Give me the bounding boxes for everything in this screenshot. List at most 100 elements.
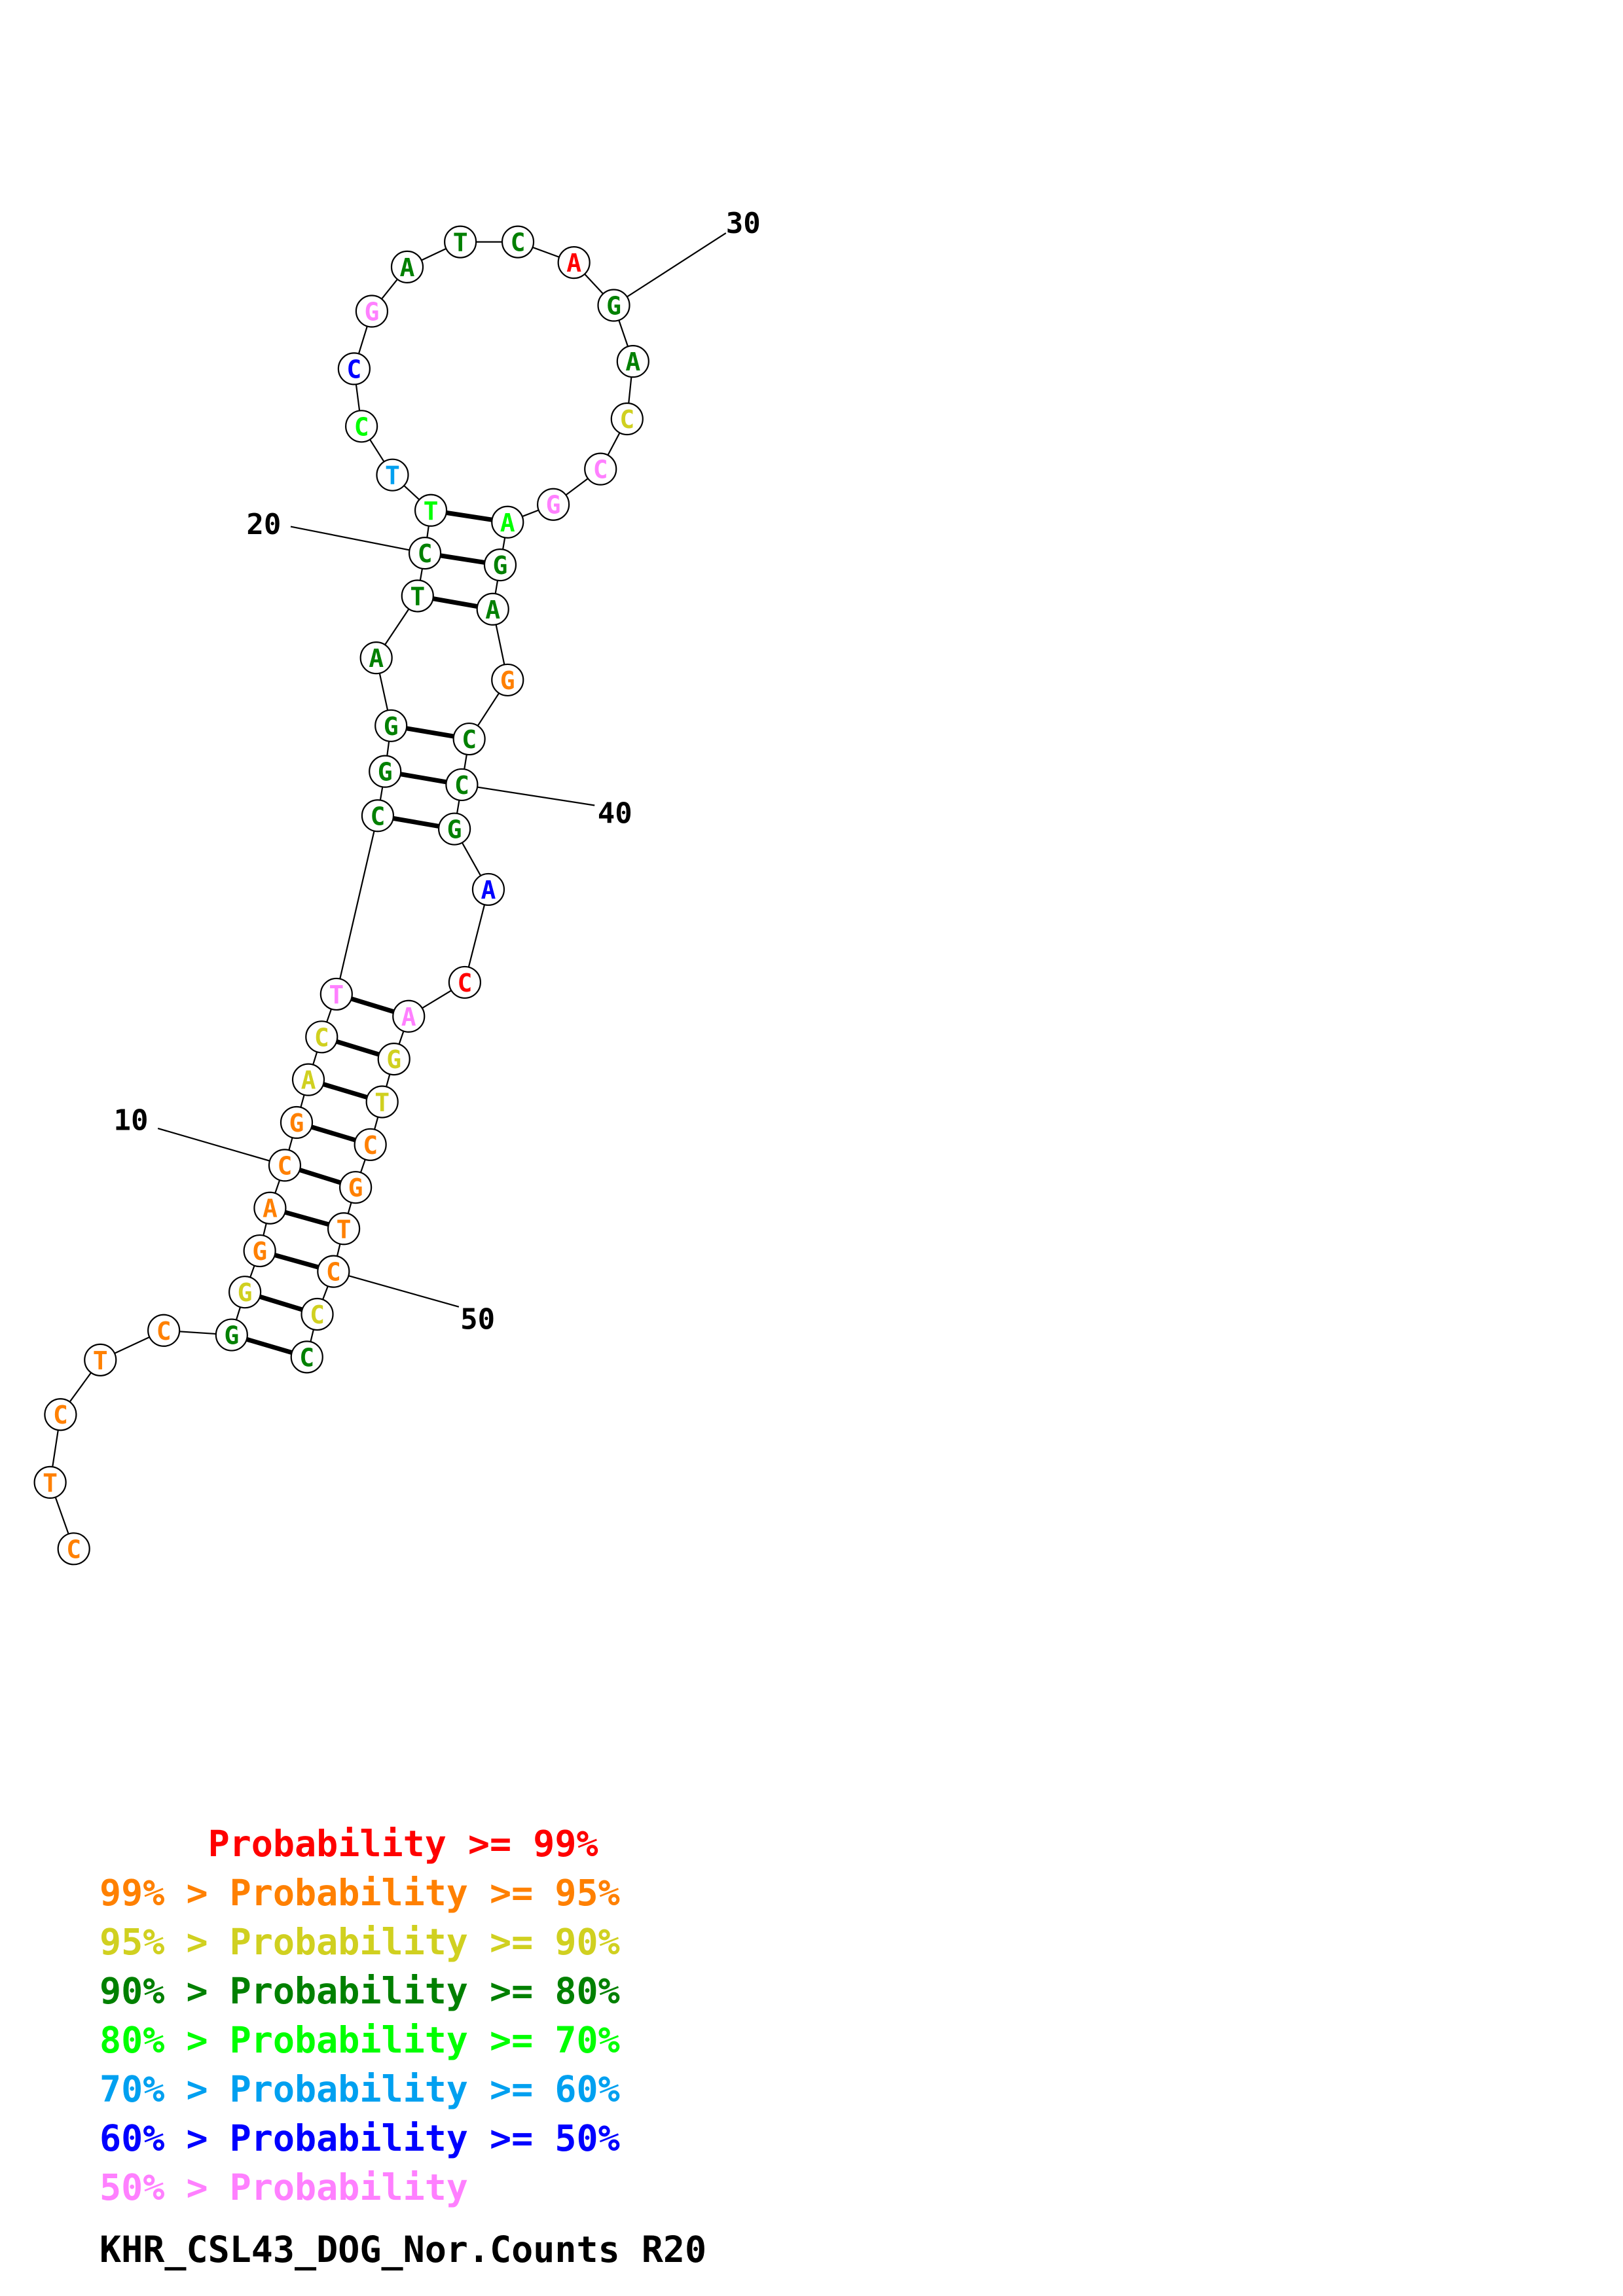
nucleotide-base-label: C	[278, 1151, 293, 1180]
nucleotide-circle	[414, 493, 448, 527]
nucleotide-27: T	[444, 225, 477, 259]
position-labels: 10 20 30 40 50	[114, 207, 761, 1336]
nucleotide-circle	[84, 1343, 117, 1376]
nucleotide-21: T	[414, 493, 448, 527]
nucleotide-33: C	[584, 452, 617, 486]
nucleotide-base-label: G	[384, 712, 399, 741]
nucleotide-circle	[280, 1105, 314, 1139]
nucleotide-circle	[483, 548, 517, 582]
position-label-leader	[157, 1127, 285, 1166]
nucleotide-15: C	[361, 799, 395, 833]
nucleotide-circle	[305, 1020, 338, 1054]
nucleotide-36: G	[483, 548, 517, 582]
nucleotide-circle	[369, 755, 402, 788]
nucleotide-circle	[291, 1063, 325, 1096]
position-label-leader	[333, 1270, 460, 1308]
nucleotide-38: G	[491, 663, 524, 697]
nucleotide-base-label: C	[354, 412, 369, 441]
nucleotide-circle	[374, 709, 408, 742]
nucleotide-circle	[401, 579, 434, 613]
nucleotide-base-label: A	[481, 876, 496, 905]
legend-line-below-50: 50% > Probability	[100, 2166, 468, 2208]
nucleotide-base-label: T	[337, 1215, 352, 1244]
position-label-20: 20	[246, 508, 281, 541]
nucleotide-base-label: G	[493, 551, 508, 580]
nucleotide-circle	[345, 410, 378, 443]
nucleotide-46: T	[365, 1085, 399, 1119]
nucleotide-base-label: A	[625, 348, 640, 376]
legend-line-80: 90% > Probability >= 80%	[100, 1970, 620, 2012]
nucleotide-39: C	[452, 722, 486, 756]
nucleotide-circle	[476, 592, 509, 626]
nucleotide-circle	[445, 768, 479, 802]
nucleotide-circle	[359, 641, 393, 675]
nucleotide-circle	[337, 352, 371, 386]
nucleotide-14: T	[319, 977, 353, 1011]
nucleotide-circle	[327, 1212, 361, 1246]
nucleotide-circle	[44, 1398, 77, 1431]
position-label-40: 40	[598, 797, 632, 831]
nucleotide-52: C	[290, 1340, 323, 1374]
nucleotide-base-label: G	[546, 491, 561, 520]
nucleotide-base-label: G	[386, 1045, 401, 1074]
nucleotide-circle	[33, 1465, 67, 1499]
nucleotide-circle	[501, 225, 535, 259]
nucleotide-circle	[301, 1297, 334, 1331]
nucleotide-6: G	[215, 1318, 248, 1352]
nucleotide-2: T	[33, 1465, 67, 1499]
nucleotide-12: A	[291, 1063, 325, 1096]
nucleotide-base-label: T	[385, 461, 400, 490]
nucleotide-23: C	[345, 410, 378, 443]
position-label-50: 50	[460, 1303, 495, 1336]
nucleotide-4: T	[84, 1343, 117, 1376]
nucleotide-42: A	[471, 872, 505, 906]
nucleotide-5: C	[147, 1314, 181, 1347]
position-label-10: 10	[114, 1103, 149, 1137]
legend-line-60: 70% > Probability >= 60%	[100, 2068, 620, 2110]
nucleotide-base-label: G	[447, 816, 462, 844]
nucleotide-circle	[392, 999, 426, 1033]
structure-caption: KHR_CSL43_DOG_Nor.Counts R20	[100, 2229, 707, 2270]
nucleotide-11: G	[280, 1105, 314, 1139]
nucleotide-20: C	[408, 537, 442, 570]
nucleotide-22: T	[376, 458, 409, 492]
nucleotide-51: C	[301, 1297, 334, 1331]
position-label-leader	[613, 232, 727, 306]
nucleotide-circle	[57, 1532, 90, 1566]
nucleotide-base-label: C	[53, 1401, 68, 1429]
nucleotide-base-label: C	[310, 1300, 325, 1329]
nucleotide-base-label: G	[500, 666, 515, 695]
nucleotide-base-label: G	[378, 758, 393, 787]
nucleotide-34: G	[537, 488, 570, 521]
legend-line-50: 60% > Probability >= 50%	[100, 2117, 620, 2159]
nucleotide-circle	[268, 1149, 302, 1182]
nucleotide-19: T	[401, 579, 434, 613]
backbone-link	[335, 816, 379, 995]
nucleotide-base-label: C	[326, 1258, 341, 1287]
nucleotide-circle	[365, 1085, 399, 1119]
nucleotide-base-label: C	[346, 355, 361, 384]
nucleotide-49: T	[327, 1212, 361, 1246]
nucleotide-48: G	[339, 1171, 373, 1204]
nucleotide-base-label: C	[156, 1317, 172, 1346]
nucleotide-10: C	[268, 1149, 302, 1182]
nucleotide-base-label: A	[566, 249, 581, 278]
nucleotide-base-label: G	[364, 298, 379, 327]
nucleotide-18: A	[359, 641, 393, 675]
nucleotide-base-label: T	[410, 582, 425, 611]
nucleotide-base-label: T	[43, 1469, 58, 1498]
nucleotide-base-label: T	[453, 228, 468, 257]
nucleotide-circle	[390, 250, 424, 284]
nucleotide-17: G	[374, 709, 408, 742]
nucleotide-circle	[339, 1171, 373, 1204]
nucleotide-base-label: T	[424, 497, 439, 526]
nucleotide-8: G	[243, 1234, 276, 1268]
nucleotide-circle	[610, 402, 644, 436]
nucleotide-47: C	[354, 1128, 387, 1161]
nucleotide-circle	[616, 345, 649, 378]
nucleotide-circle	[355, 295, 389, 328]
nucleotide-circle	[361, 799, 395, 833]
legend-line-90: 95% > Probability >= 90%	[100, 1921, 620, 1963]
nucleotide-9: A	[253, 1191, 287, 1225]
